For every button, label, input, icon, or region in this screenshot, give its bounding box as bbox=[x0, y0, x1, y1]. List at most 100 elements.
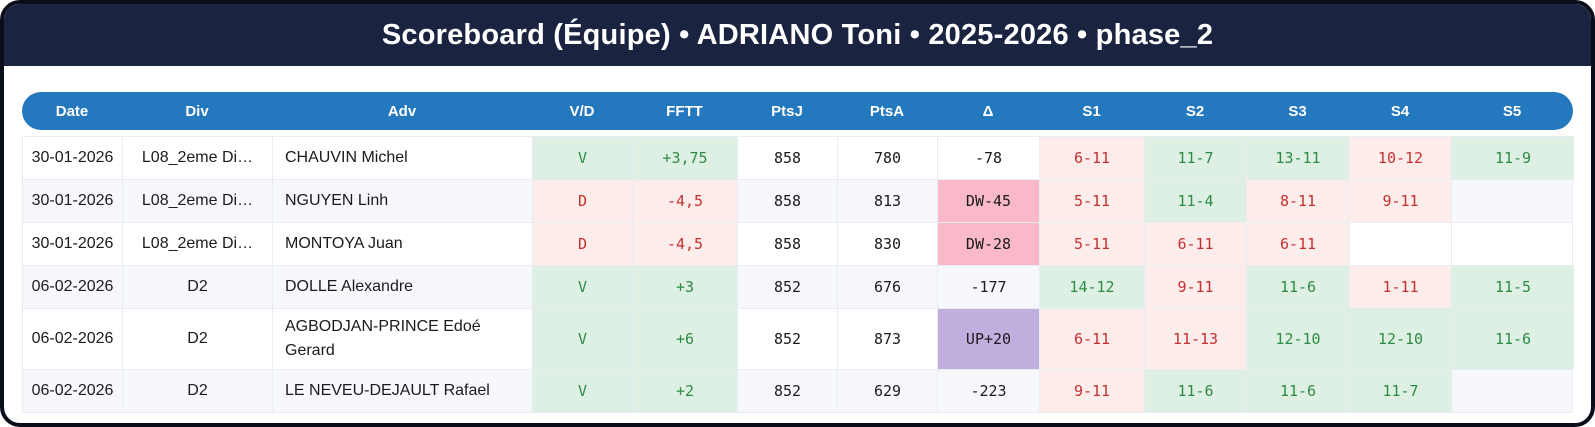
set-cell: 11-6 bbox=[1247, 370, 1350, 412]
set-cell: 13-11 bbox=[1247, 137, 1350, 179]
header-cell-s3: S3 bbox=[1288, 102, 1307, 120]
div-cell: D2 bbox=[123, 370, 273, 412]
page-title: Scoreboard (Équipe) • ADRIANO Toni • 202… bbox=[381, 18, 1214, 51]
set-cell: 11-13 bbox=[1145, 309, 1247, 369]
fftt-cell: -4,5 bbox=[633, 180, 738, 222]
ptsj-cell: 858 bbox=[738, 137, 838, 179]
adv-cell: AGBODJAN-PRINCE Edoé Gerard bbox=[273, 309, 533, 369]
set-cell: 11-4 bbox=[1145, 180, 1247, 222]
set-cell bbox=[1452, 180, 1574, 222]
delta-cell: UP+20 bbox=[938, 309, 1040, 369]
fftt-cell: +3 bbox=[633, 266, 738, 308]
ptsj-cell: 852 bbox=[738, 266, 838, 308]
div-cell: D2 bbox=[123, 309, 273, 369]
ptsj-cell: 858 bbox=[738, 180, 838, 222]
header-cell-s4: S4 bbox=[1390, 102, 1410, 120]
set-cell: 5-11 bbox=[1040, 180, 1145, 222]
set-cell: 9-11 bbox=[1040, 370, 1145, 412]
delta-cell: DW-45 bbox=[938, 180, 1040, 222]
set-cell bbox=[1452, 370, 1574, 412]
header-cell-ptsa: PtsA bbox=[869, 102, 905, 120]
header-cell-vd: V/D bbox=[569, 102, 595, 120]
set-cell: 9-11 bbox=[1350, 180, 1452, 222]
set-cell: 11-5 bbox=[1452, 266, 1574, 308]
set-cell: 5-11 bbox=[1040, 223, 1145, 265]
ptsa-cell: 780 bbox=[838, 137, 938, 179]
set-cell: 12-10 bbox=[1350, 309, 1452, 369]
ptsa-cell: 873 bbox=[838, 309, 938, 369]
vd-cell: D bbox=[533, 180, 633, 222]
set-cell: 6-11 bbox=[1040, 137, 1145, 179]
scoreboard-content: Date Div Adv V/D FFTT PtsJ PtsA Δ S1 S2 … bbox=[4, 66, 1591, 413]
adv-cell: NGUYEN Linh bbox=[273, 180, 533, 222]
adv-cell: LE NEVEU-DEJAULT Rafael bbox=[273, 370, 533, 412]
div-cell: L08_2eme Di… bbox=[123, 180, 273, 222]
delta-cell: -223 bbox=[938, 370, 1040, 412]
set-cell: 12-10 bbox=[1247, 309, 1350, 369]
set-cell: 8-11 bbox=[1247, 180, 1350, 222]
set-cell: 6-11 bbox=[1145, 223, 1247, 265]
set-cell: 11-9 bbox=[1452, 137, 1574, 179]
ptsa-cell: 813 bbox=[838, 180, 938, 222]
table-row: 30-01-2026 L08_2eme Di… MONTOYA Juan D -… bbox=[23, 222, 1572, 265]
header-cell-delta: Δ bbox=[982, 102, 994, 120]
date-cell: 06-02-2026 bbox=[23, 266, 123, 308]
set-cell: 6-11 bbox=[1247, 223, 1350, 265]
set-cell: 9-11 bbox=[1145, 266, 1247, 308]
adv-cell: DOLLE Alexandre bbox=[273, 266, 533, 308]
vd-cell: V bbox=[533, 266, 633, 308]
table-row: 30-01-2026 L08_2eme Di… NGUYEN Linh D -4… bbox=[23, 179, 1572, 222]
header-cell-s2: S2 bbox=[1185, 102, 1205, 120]
adv-cell: CHAUVIN Michel bbox=[273, 137, 533, 179]
date-cell: 30-01-2026 bbox=[23, 137, 123, 179]
title-bar: Scoreboard (Équipe) • ADRIANO Toni • 202… bbox=[4, 4, 1591, 66]
adv-cell: MONTOYA Juan bbox=[273, 223, 533, 265]
date-cell: 06-02-2026 bbox=[23, 309, 123, 369]
set-cell: 11-7 bbox=[1350, 370, 1452, 412]
header-cell-fftt: FFTT bbox=[666, 102, 703, 120]
set-cell: 11-6 bbox=[1247, 266, 1350, 308]
table-row: 30-01-2026 L08_2eme Di… CHAUVIN Michel V… bbox=[23, 136, 1574, 179]
vd-cell: D bbox=[533, 223, 633, 265]
div-cell: L08_2eme Di… bbox=[123, 137, 273, 179]
table-row: 06-02-2026 D2 AGBODJAN-PRINCE Edoé Gerar… bbox=[23, 308, 1574, 369]
table-body: 30-01-2026 L08_2eme Di… CHAUVIN Michel V… bbox=[22, 136, 1574, 413]
set-cell bbox=[1452, 223, 1574, 265]
fftt-cell: -4,5 bbox=[633, 223, 738, 265]
vd-cell: V bbox=[533, 309, 633, 369]
delta-cell: DW-28 bbox=[938, 223, 1040, 265]
ptsj-cell: 852 bbox=[738, 370, 838, 412]
ptsj-cell: 852 bbox=[738, 309, 838, 369]
ptsa-cell: 629 bbox=[838, 370, 938, 412]
set-cell: 11-7 bbox=[1145, 137, 1247, 179]
vd-cell: V bbox=[533, 137, 633, 179]
set-cell: 11-6 bbox=[1145, 370, 1247, 412]
set-cell: 10-12 bbox=[1350, 137, 1452, 179]
date-cell: 30-01-2026 bbox=[23, 180, 123, 222]
fftt-cell: +2 bbox=[633, 370, 738, 412]
ptsa-cell: 676 bbox=[838, 266, 938, 308]
date-cell: 06-02-2026 bbox=[23, 370, 123, 412]
delta-cell: -78 bbox=[938, 137, 1040, 179]
set-cell: 1-11 bbox=[1350, 266, 1452, 308]
header-cell-date: Date bbox=[55, 102, 89, 120]
ptsj-cell: 858 bbox=[738, 223, 838, 265]
header-cell-adv: Adv bbox=[387, 102, 417, 120]
table-row: 06-02-2026 D2 DOLLE Alexandre V +3 852 6… bbox=[23, 265, 1574, 308]
header-cell-s5: S5 bbox=[1502, 102, 1522, 120]
header-cell-s1: S1 bbox=[1082, 102, 1101, 120]
fftt-cell: +6 bbox=[633, 309, 738, 369]
set-cell: 6-11 bbox=[1040, 309, 1145, 369]
table-header-row: Date Div Adv V/D FFTT PtsJ PtsA Δ S1 S2 … bbox=[22, 92, 1573, 130]
fftt-cell: +3,75 bbox=[633, 137, 738, 179]
vd-cell: V bbox=[533, 370, 633, 412]
div-cell: L08_2eme Di… bbox=[123, 223, 273, 265]
delta-cell: -177 bbox=[938, 266, 1040, 308]
header-cell-ptsj: PtsJ bbox=[771, 102, 803, 120]
date-cell: 30-01-2026 bbox=[23, 223, 123, 265]
set-cell: 11-6 bbox=[1452, 309, 1574, 369]
ptsa-cell: 830 bbox=[838, 223, 938, 265]
div-cell: D2 bbox=[123, 266, 273, 308]
set-cell bbox=[1350, 223, 1452, 265]
